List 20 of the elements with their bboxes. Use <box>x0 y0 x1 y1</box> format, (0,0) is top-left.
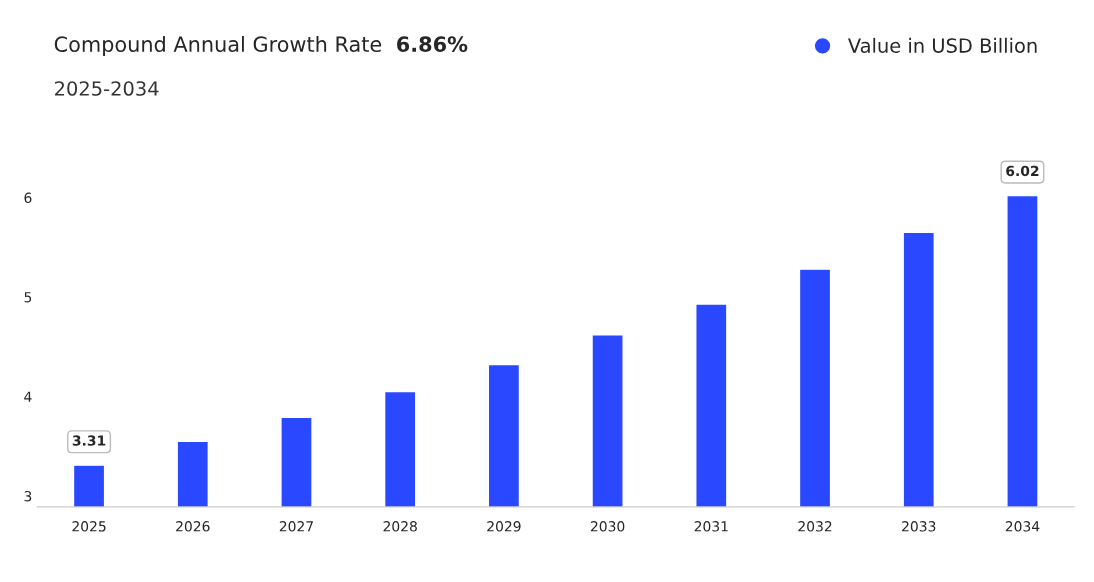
x-tick-label: 2029 <box>487 521 521 532</box>
y-tick-label: 3 <box>24 490 32 502</box>
x-tick-label: 2031 <box>694 521 728 532</box>
x-tick-label: 2025 <box>72 521 106 532</box>
x-tick-label: 2026 <box>176 521 210 532</box>
text: 6.86% <box>397 36 468 53</box>
x-tick-label: 2034 <box>1005 521 1040 532</box>
y-tick-label: 6 <box>24 192 32 203</box>
legend-label: Value in USD Billion <box>847 37 1037 53</box>
y-tick-label: 4 <box>24 391 32 402</box>
x-tick-label: 2033 <box>902 521 936 532</box>
y-tick-label: 5 <box>24 292 32 303</box>
chart-subtitle: 2025-2034 <box>55 81 159 96</box>
x-tick-label: 2028 <box>383 521 417 532</box>
x-tick-label: 2032 <box>798 521 832 532</box>
chart-title: Compound Annual Growth Rate <box>54 35 382 57</box>
x-tick-label: 2027 <box>279 521 313 532</box>
x-tick-label: 2030 <box>590 521 625 532</box>
data-label: 6.02 <box>1006 165 1039 177</box>
data-label: 3.31 <box>72 435 106 446</box>
